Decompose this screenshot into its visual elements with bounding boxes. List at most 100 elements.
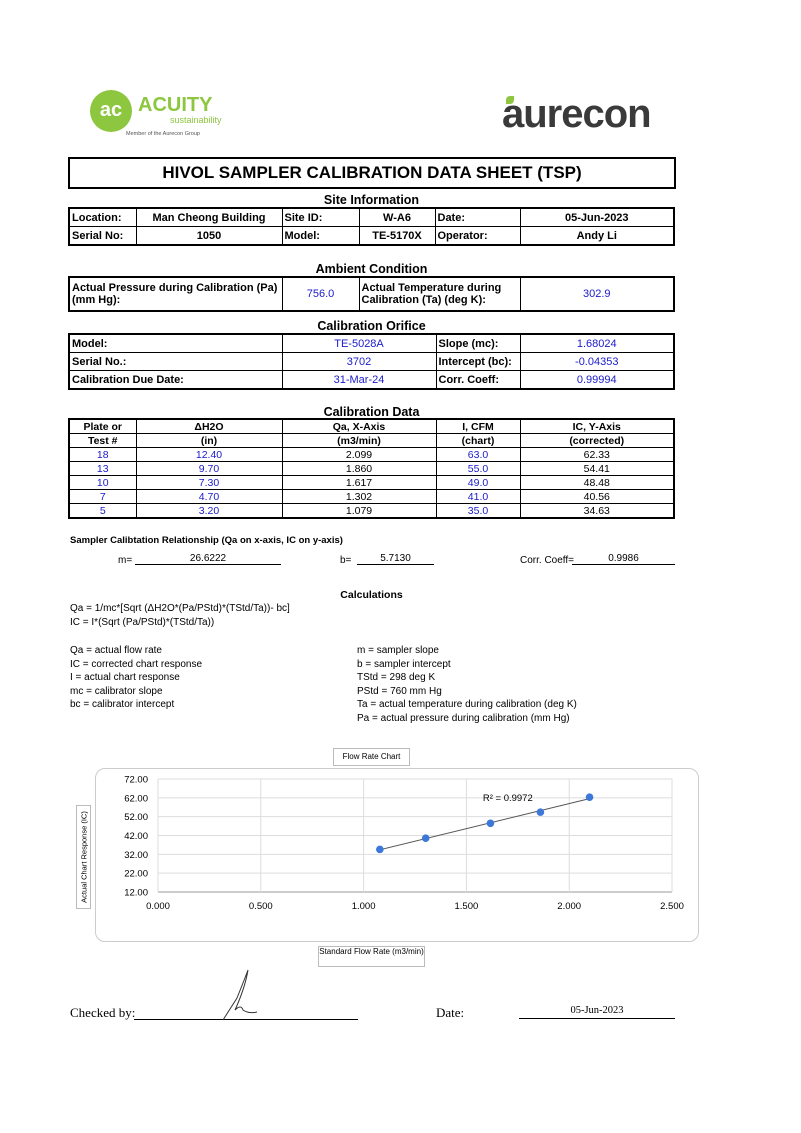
location-value: Man Cheong Building — [135, 207, 283, 227]
x-tick-label: 2.500 — [660, 901, 684, 912]
x-tick-label: 1.500 — [455, 901, 479, 912]
table-cell: 34.63 — [519, 503, 675, 519]
definitions-right: m = sampler slope b = sampler intercept TS… — [357, 644, 577, 725]
definition: PStd = 760 mm Hg — [357, 685, 442, 697]
model-value: TE-5170X — [358, 226, 436, 246]
due-date-value: 31-Mar-24 — [281, 370, 437, 390]
x-tick-label: 1.000 — [352, 901, 376, 912]
corr-coeff-label: Corr. Coeff: — [435, 370, 521, 390]
y-axis-title: Actual Chart Response (IC) — [79, 811, 88, 903]
table-cell: 35.0 — [435, 503, 521, 519]
calculations-heading: Calculations — [340, 589, 403, 601]
calibration-orifice-heading: Calibration Orifice — [317, 319, 426, 333]
orifice-model-value: TE-5028A — [281, 333, 437, 353]
intercept-value: -0.04353 — [519, 352, 675, 371]
aurecon-logo: aurecon — [502, 92, 652, 136]
date-label: Date: — [434, 207, 521, 227]
column-header: Test # — [68, 433, 137, 448]
definition: Pa = actual pressure during calibration … — [357, 712, 570, 724]
chart-title: Flow Rate Chart — [333, 748, 410, 766]
column-header: (corrected) — [519, 433, 675, 448]
definition: mc = calibrator slope — [70, 685, 163, 697]
intercept-label: Intercept (bc): — [435, 352, 521, 371]
table-cell: 40.56 — [519, 489, 675, 504]
slope-value: 1.68024 — [519, 333, 675, 353]
table-cell: 4.70 — [135, 489, 283, 504]
x-axis-title: Standard Flow Rate (m3/min) — [318, 946, 425, 967]
table-row: 5 3.20 1.079 35.0 34.63 — [68, 503, 675, 519]
orifice-serial-value: 3702 — [281, 352, 437, 371]
checked-by-label: Checked by: — [70, 1005, 136, 1020]
data-point — [585, 793, 594, 802]
y-tick-label: 32.00 — [124, 850, 148, 861]
site-information-table: Location: Man Cheong Building Site ID: W-A6… — [68, 207, 675, 246]
corr-label: Corr. Coeff= — [520, 555, 575, 566]
definitions-left: Qa = actual flow rate IC = corrected char… — [70, 644, 202, 712]
column-header: Qa, X-Axis — [281, 418, 437, 434]
b-value: 5.7130 — [357, 553, 434, 565]
y-tick-label: 12.00 — [124, 888, 148, 899]
site-information-heading: Site Information — [323, 193, 420, 207]
corr-coeff-value: 0.99994 — [519, 370, 675, 390]
chart-frame — [95, 768, 699, 942]
date-value: 05-Jun-2023 — [519, 207, 675, 227]
table-cell: 1.617 — [281, 475, 437, 490]
m-value: 26.6222 — [135, 553, 281, 565]
operator-label: Operator: — [434, 226, 521, 246]
calibration-data-table: Plate or ΔH2O Qa, X-Axis I, CFM IC, Y-Axis Te… — [68, 418, 675, 519]
y-tick-label: 62.00 — [124, 793, 148, 804]
ambient-condition-table: Actual Pressure during Calibration (Pa) … — [68, 276, 675, 312]
model-label: Model: — [281, 226, 360, 246]
y-tick-label: 22.00 — [124, 869, 148, 880]
ambient-condition-heading: Ambient Condition — [315, 262, 428, 276]
corr-value: 0.9986 — [572, 553, 675, 565]
footer-date-value: 05-Jun-2023 — [519, 1005, 675, 1019]
definition: Ta = actual temperature during calibrati… — [357, 699, 577, 710]
table-row: 7 4.70 1.302 41.0 40.56 — [68, 489, 675, 504]
calibration-orifice-table: Model: TE-5028A Slope (mc): 1.68024 Serial … — [68, 333, 675, 390]
y-tick-label: 42.00 — [124, 831, 148, 842]
temperature-value: 302.9 — [519, 276, 675, 312]
table-row: 18 12.40 2.099 63.0 62.33 — [68, 447, 675, 462]
relationship-heading: Sampler Calibtation Relationship (Qa on … — [70, 535, 343, 546]
x-tick-label: 2.000 — [557, 901, 581, 912]
definition: b = sampler intercept — [357, 658, 451, 670]
page-title: HIVOL SAMPLER CALIBRATION DATA SHEET (TS… — [68, 157, 676, 189]
data-point — [536, 808, 545, 816]
r-squared-label: R² = 0.9972 — [483, 793, 533, 804]
signature — [222, 969, 258, 1021]
b-label: b= — [340, 555, 352, 566]
m-label: m= — [118, 555, 133, 566]
column-header: (chart) — [435, 433, 521, 448]
table-cell: 1.079 — [281, 503, 437, 519]
temperature-label: Actual Temperature during Calibration (T… — [358, 276, 521, 312]
definition: IC = corrected chart response — [70, 658, 203, 670]
y-axis-title-box: Actual Chart Response (IC) — [76, 805, 91, 909]
definition: I = actual chart response — [70, 672, 180, 683]
orifice-serial-label: Serial No.: — [68, 352, 283, 371]
definition: Qa = actual flow rate — [70, 645, 162, 656]
ic-formula: IC = I*(Sqrt (Pa/PStd)*(TStd/Ta)) — [70, 617, 215, 628]
x-tick-label: 0.000 — [146, 901, 170, 912]
footer-date-label: Date: — [436, 1005, 465, 1020]
table-cell: 41.0 — [435, 489, 521, 504]
operator-value: Andy Li — [519, 226, 675, 246]
data-point — [486, 819, 495, 828]
calibration-data-heading: Calibration Data — [323, 405, 420, 419]
definition: m = sampler slope — [357, 645, 439, 656]
checked-by-line — [134, 1019, 358, 1020]
table-cell: 3.20 — [135, 503, 283, 519]
data-point — [376, 845, 384, 854]
y-tick-label: 72.00 — [124, 775, 148, 786]
site-id-value: W-A6 — [358, 207, 436, 227]
definition: bc = calibrator intercept — [70, 699, 175, 710]
qa-formula: Qa = 1/mc*[Sqrt (ΔH2O*(Pa/PStd)*(TStd/Ta… — [70, 603, 290, 614]
x-tick-label: 0.500 — [249, 901, 273, 912]
y-tick-label: 52.00 — [124, 812, 148, 823]
definition: TStd = 298 deg K — [357, 672, 436, 683]
trendline — [379, 798, 590, 851]
column-header: I, CFM — [435, 418, 521, 434]
pressure-label: Actual Pressure during Calibration (Pa) … — [68, 276, 283, 312]
